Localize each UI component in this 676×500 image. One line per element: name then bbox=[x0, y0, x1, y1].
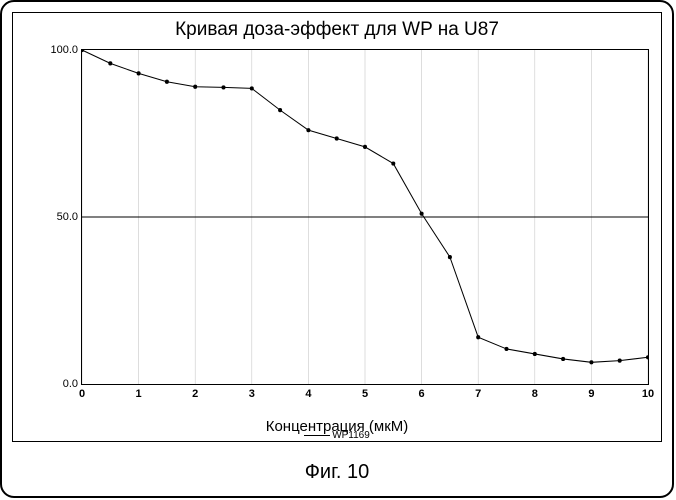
x-tick-label: 8 bbox=[532, 388, 538, 400]
line-chart-svg bbox=[82, 50, 648, 384]
figure-caption: Фиг. 10 bbox=[2, 461, 672, 484]
x-tick-label: 6 bbox=[419, 388, 425, 400]
x-tick-label: 5 bbox=[362, 388, 368, 400]
y-tick-label: 0.0 bbox=[63, 378, 78, 390]
chart-title: Кривая доза-эффект для WP на U87 bbox=[13, 19, 661, 41]
y-tick-label: 100.0 bbox=[50, 44, 78, 56]
x-tick-label: 9 bbox=[588, 388, 594, 400]
x-tick-label: 7 bbox=[475, 388, 481, 400]
y-tick-label: 50.0 bbox=[57, 211, 78, 223]
x-tick-label: 1 bbox=[136, 388, 142, 400]
figure-frame: Кривая доза-эффект для WP на U87 Выживае… bbox=[0, 0, 674, 498]
x-tick-label: 4 bbox=[305, 388, 311, 400]
legend-label: WP1169 bbox=[332, 430, 370, 441]
chart-panel: Кривая доза-эффект для WP на U87 Выживае… bbox=[12, 12, 662, 442]
plot-area: 0.050.0100.0012345678910 bbox=[81, 49, 649, 385]
legend-line-icon bbox=[304, 435, 330, 436]
x-tick-label: 10 bbox=[642, 388, 654, 400]
legend: WP1169 bbox=[13, 430, 661, 441]
x-tick-label: 2 bbox=[192, 388, 198, 400]
x-tick-label: 3 bbox=[249, 388, 255, 400]
x-tick-label: 0 bbox=[79, 388, 85, 400]
